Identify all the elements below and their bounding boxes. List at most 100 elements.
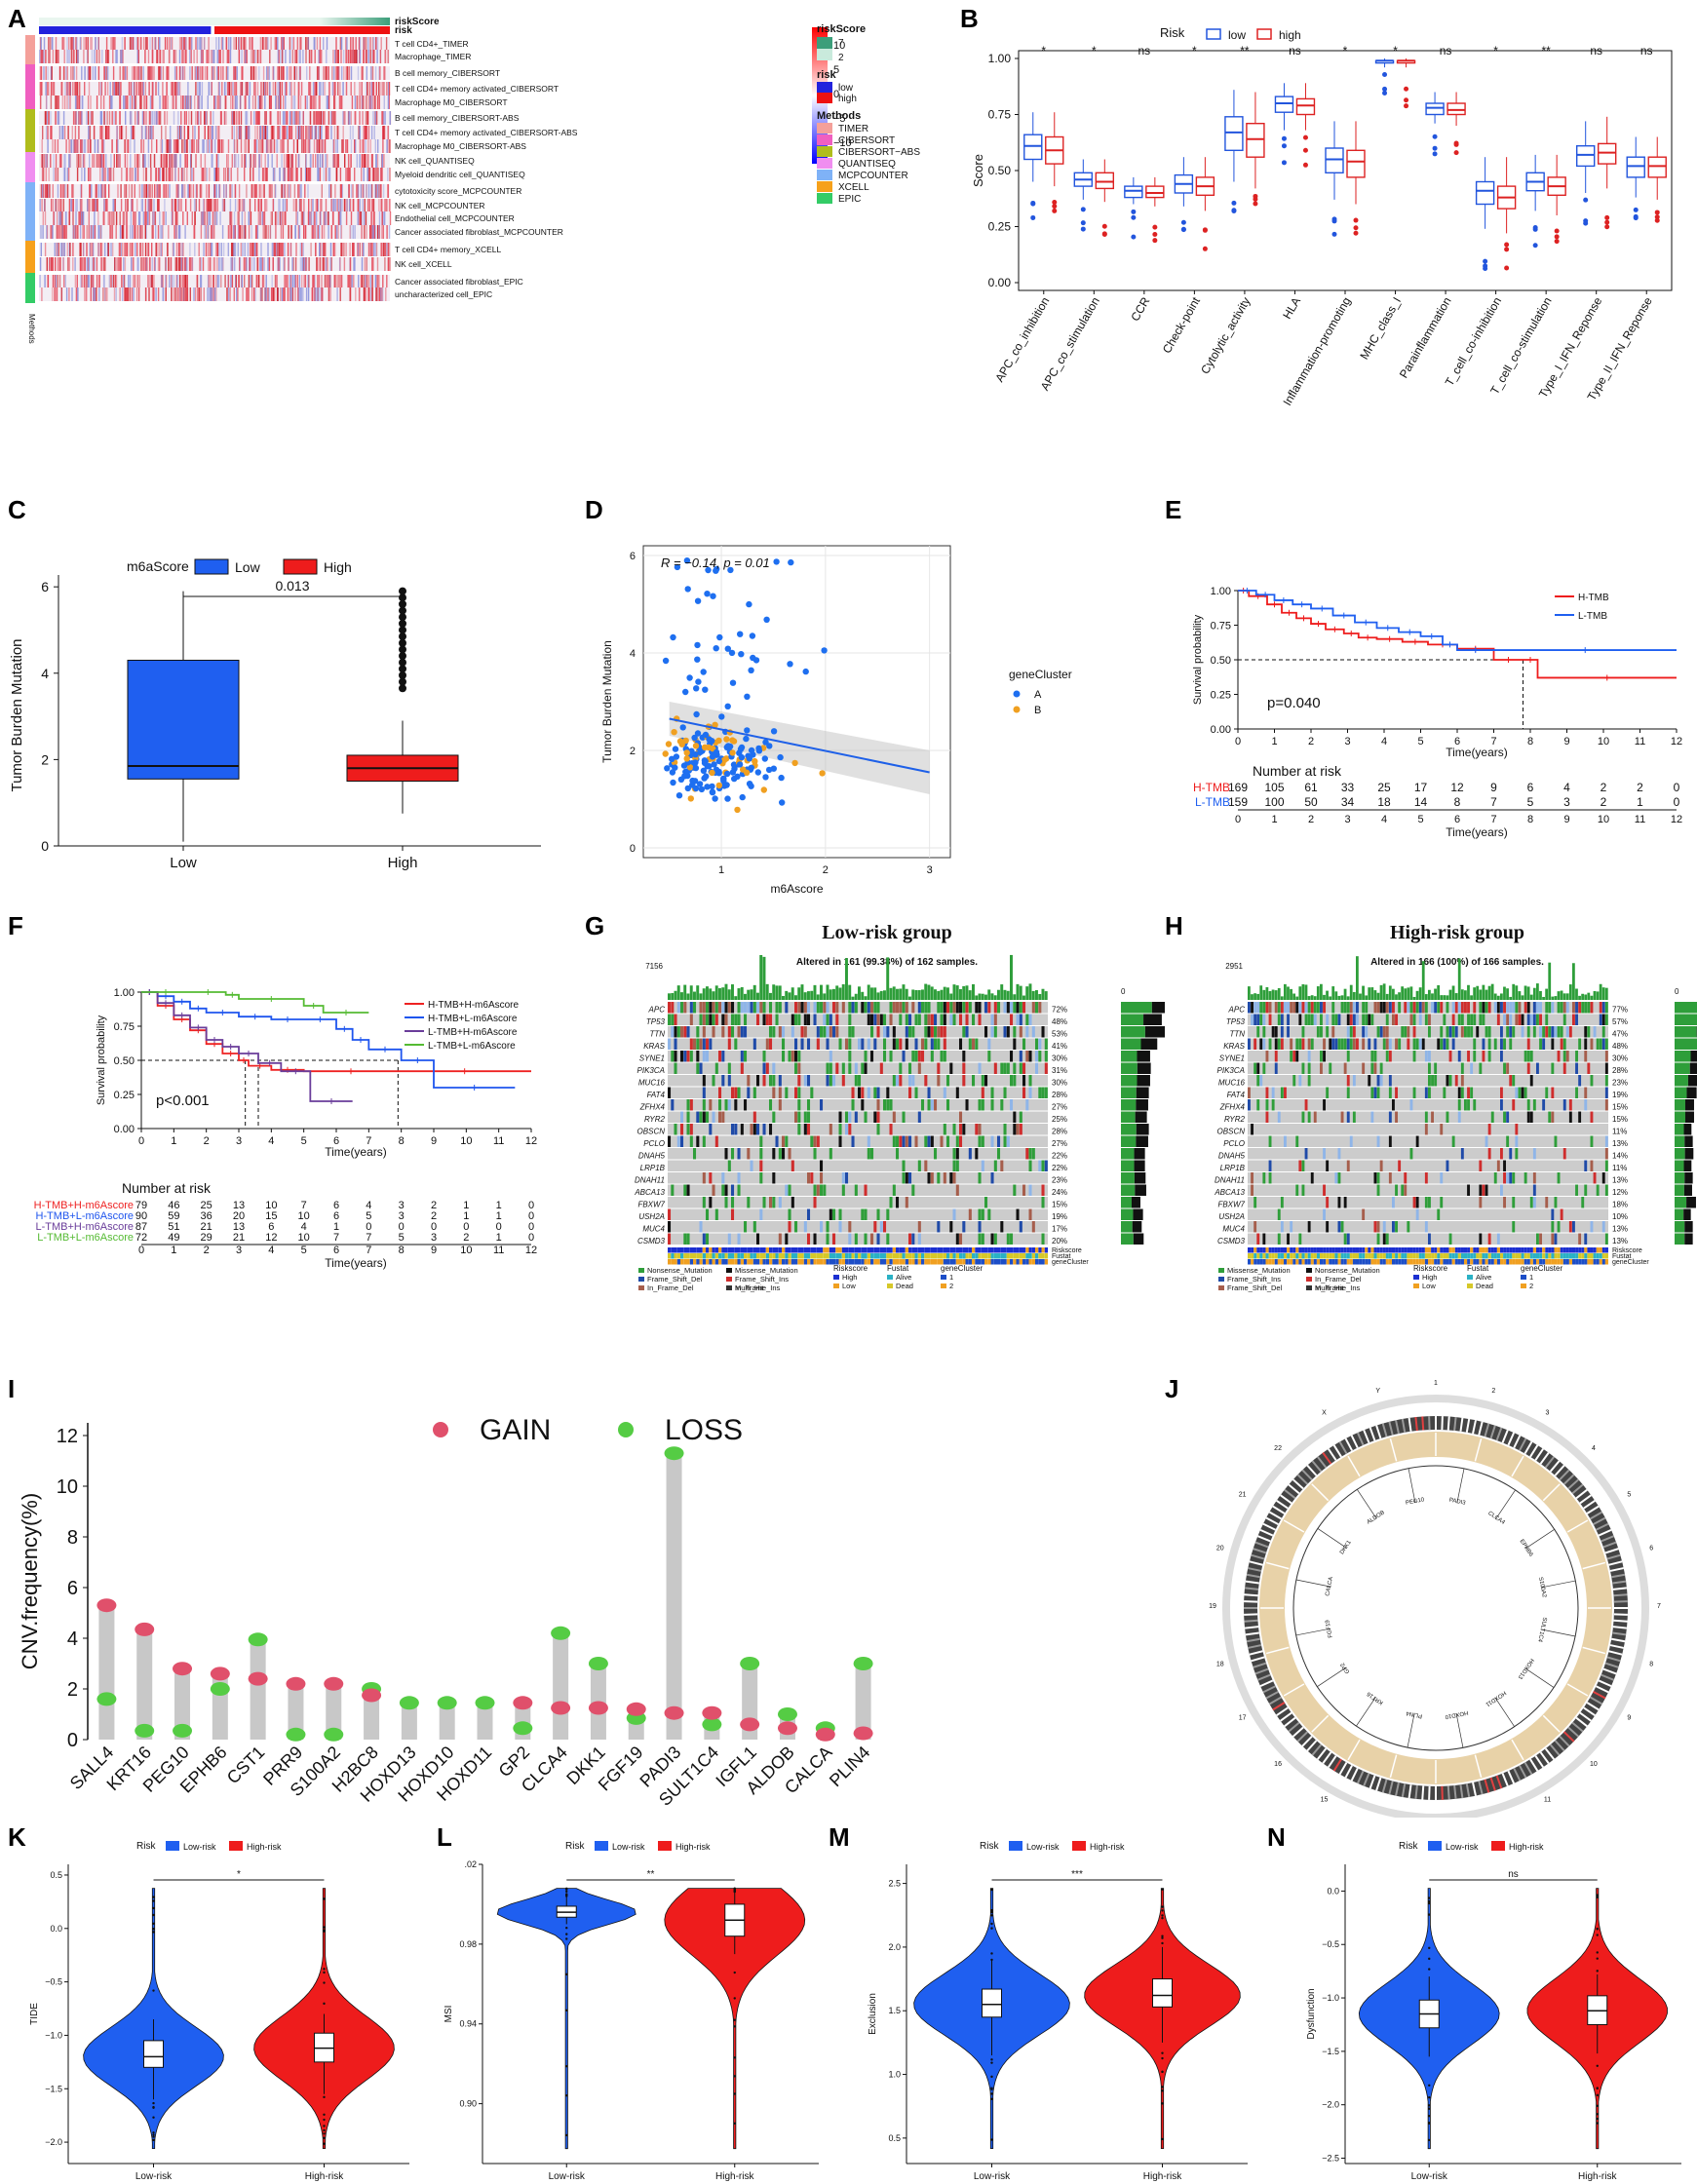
heatmap-cell: [159, 243, 161, 256]
scatter-point: [709, 738, 715, 745]
heatmap-cell: [41, 139, 43, 153]
heatmap-cell: [245, 257, 247, 271]
outlier-point: [1353, 217, 1359, 223]
mutation-cell: [791, 1026, 794, 1038]
heatmap-cell: [93, 257, 95, 271]
mutation-cell: [737, 1026, 741, 1038]
heatmap-cell: [147, 275, 149, 288]
heatmap-cell: [157, 199, 159, 212]
heatmap-cell: [61, 225, 63, 239]
heatmap-cell: [286, 111, 289, 125]
heatmap-cell: [74, 257, 76, 271]
mutation-cell: [1028, 1075, 1032, 1087]
heatmap-cell: [371, 168, 374, 181]
heatmap-cell: [244, 275, 246, 288]
box-body: [1274, 96, 1294, 113]
heatmap-cell: [220, 257, 222, 271]
heatmap-cell: [179, 126, 181, 139]
mutation-cell: [914, 1087, 918, 1098]
heatmap-cell: [284, 126, 286, 139]
heatmap-cell: [86, 257, 89, 271]
legend-title: geneCluster: [1009, 668, 1072, 681]
heatmap-cell: [195, 154, 197, 168]
heatmap-cell: [167, 139, 169, 153]
tmb-bar: [905, 988, 908, 1000]
heatmap-cell: [174, 168, 176, 181]
heatmap-cell: [94, 287, 96, 301]
mutation-cell: [702, 1014, 706, 1025]
heatmap-cell: [209, 126, 212, 139]
heatmap-cell: [138, 225, 141, 239]
heatmap-cell: [88, 126, 90, 139]
heatmap-cell: [199, 82, 201, 96]
heatmap-cell: [124, 257, 127, 271]
km-curve: [141, 991, 353, 1102]
heatmap-cell: [369, 37, 371, 51]
heatmap-cell: [194, 287, 197, 301]
heatmap-cell: [41, 287, 43, 301]
scatter-point: [715, 757, 722, 765]
mutation-cell: [896, 1038, 900, 1050]
heatmap-cell: [194, 126, 196, 139]
heatmap-cell: [317, 111, 319, 125]
heatmap-cell: [40, 50, 42, 63]
heatmap-cell: [87, 257, 90, 271]
heatmap-cell: [376, 257, 379, 271]
heatmap-cell: [322, 111, 325, 125]
heatmap-cell: [100, 126, 103, 139]
heatmap-cell: [371, 287, 373, 301]
heatmap-cell: [277, 111, 279, 125]
risk-table-cell: 5: [366, 1210, 371, 1222]
heatmap-cell: [183, 287, 186, 301]
scatter-point: [670, 633, 676, 641]
x-tick-label: 3: [1344, 736, 1350, 747]
x-tick-label: 10: [1598, 736, 1609, 747]
heatmap-cell: [152, 225, 154, 239]
heatmap-cell: [257, 111, 259, 125]
heatmap-cell: [213, 225, 215, 239]
heatmap-cell: [332, 139, 335, 153]
heatmap-cell: [214, 126, 217, 139]
significance-mark: *: [1041, 44, 1046, 57]
heatmap-cell: [298, 82, 300, 96]
heatmap-cell: [148, 66, 150, 80]
heatmap-cell: [162, 66, 165, 80]
heatmap-cell: [165, 287, 167, 301]
tmb-bar: [1016, 983, 1020, 1000]
heatmap-cell: [149, 184, 151, 198]
heatmap-cell: [125, 96, 128, 109]
mutation-cell: [727, 1062, 731, 1074]
heatmap-cell: [373, 225, 375, 239]
heatmap-cell: [364, 154, 366, 168]
x-tick-label: 9: [431, 1135, 437, 1147]
risk-table-x-tick: 10: [460, 1245, 472, 1256]
heatmap-cell: [144, 243, 147, 256]
scatter-point: [748, 667, 754, 673]
heatmap-cell: [338, 96, 340, 109]
mutation-cell: [752, 1111, 756, 1123]
outlier-point: [399, 671, 406, 679]
heatmap-cell: [45, 168, 47, 181]
gene-row-bg: [668, 1051, 1048, 1062]
heatmap-cell: [215, 184, 217, 198]
heatmap-cell: [318, 275, 321, 288]
mutation-cell: [747, 1075, 751, 1087]
heatmap-cell: [261, 275, 264, 288]
tmb-bar: [823, 993, 827, 1000]
scatter-point: [746, 781, 753, 787]
heatmap-cell: [294, 257, 297, 271]
heatmap-cell: [274, 37, 276, 51]
heatmap-cell: [308, 275, 310, 288]
mutation-cell: [737, 1087, 741, 1098]
mutation-cell: [724, 1014, 728, 1025]
heatmap-cell: [206, 50, 208, 63]
mutation-cell: [899, 1075, 903, 1087]
heatmap-cell: [373, 211, 375, 225]
heatmap-cell: [369, 225, 371, 239]
heatmap-cell: [53, 211, 55, 225]
mutation-cell: [731, 1014, 735, 1025]
heatmap-cell: [191, 168, 193, 181]
heatmap-cell: [181, 96, 184, 109]
risk-table-x-label: Time(years): [1446, 825, 1508, 839]
